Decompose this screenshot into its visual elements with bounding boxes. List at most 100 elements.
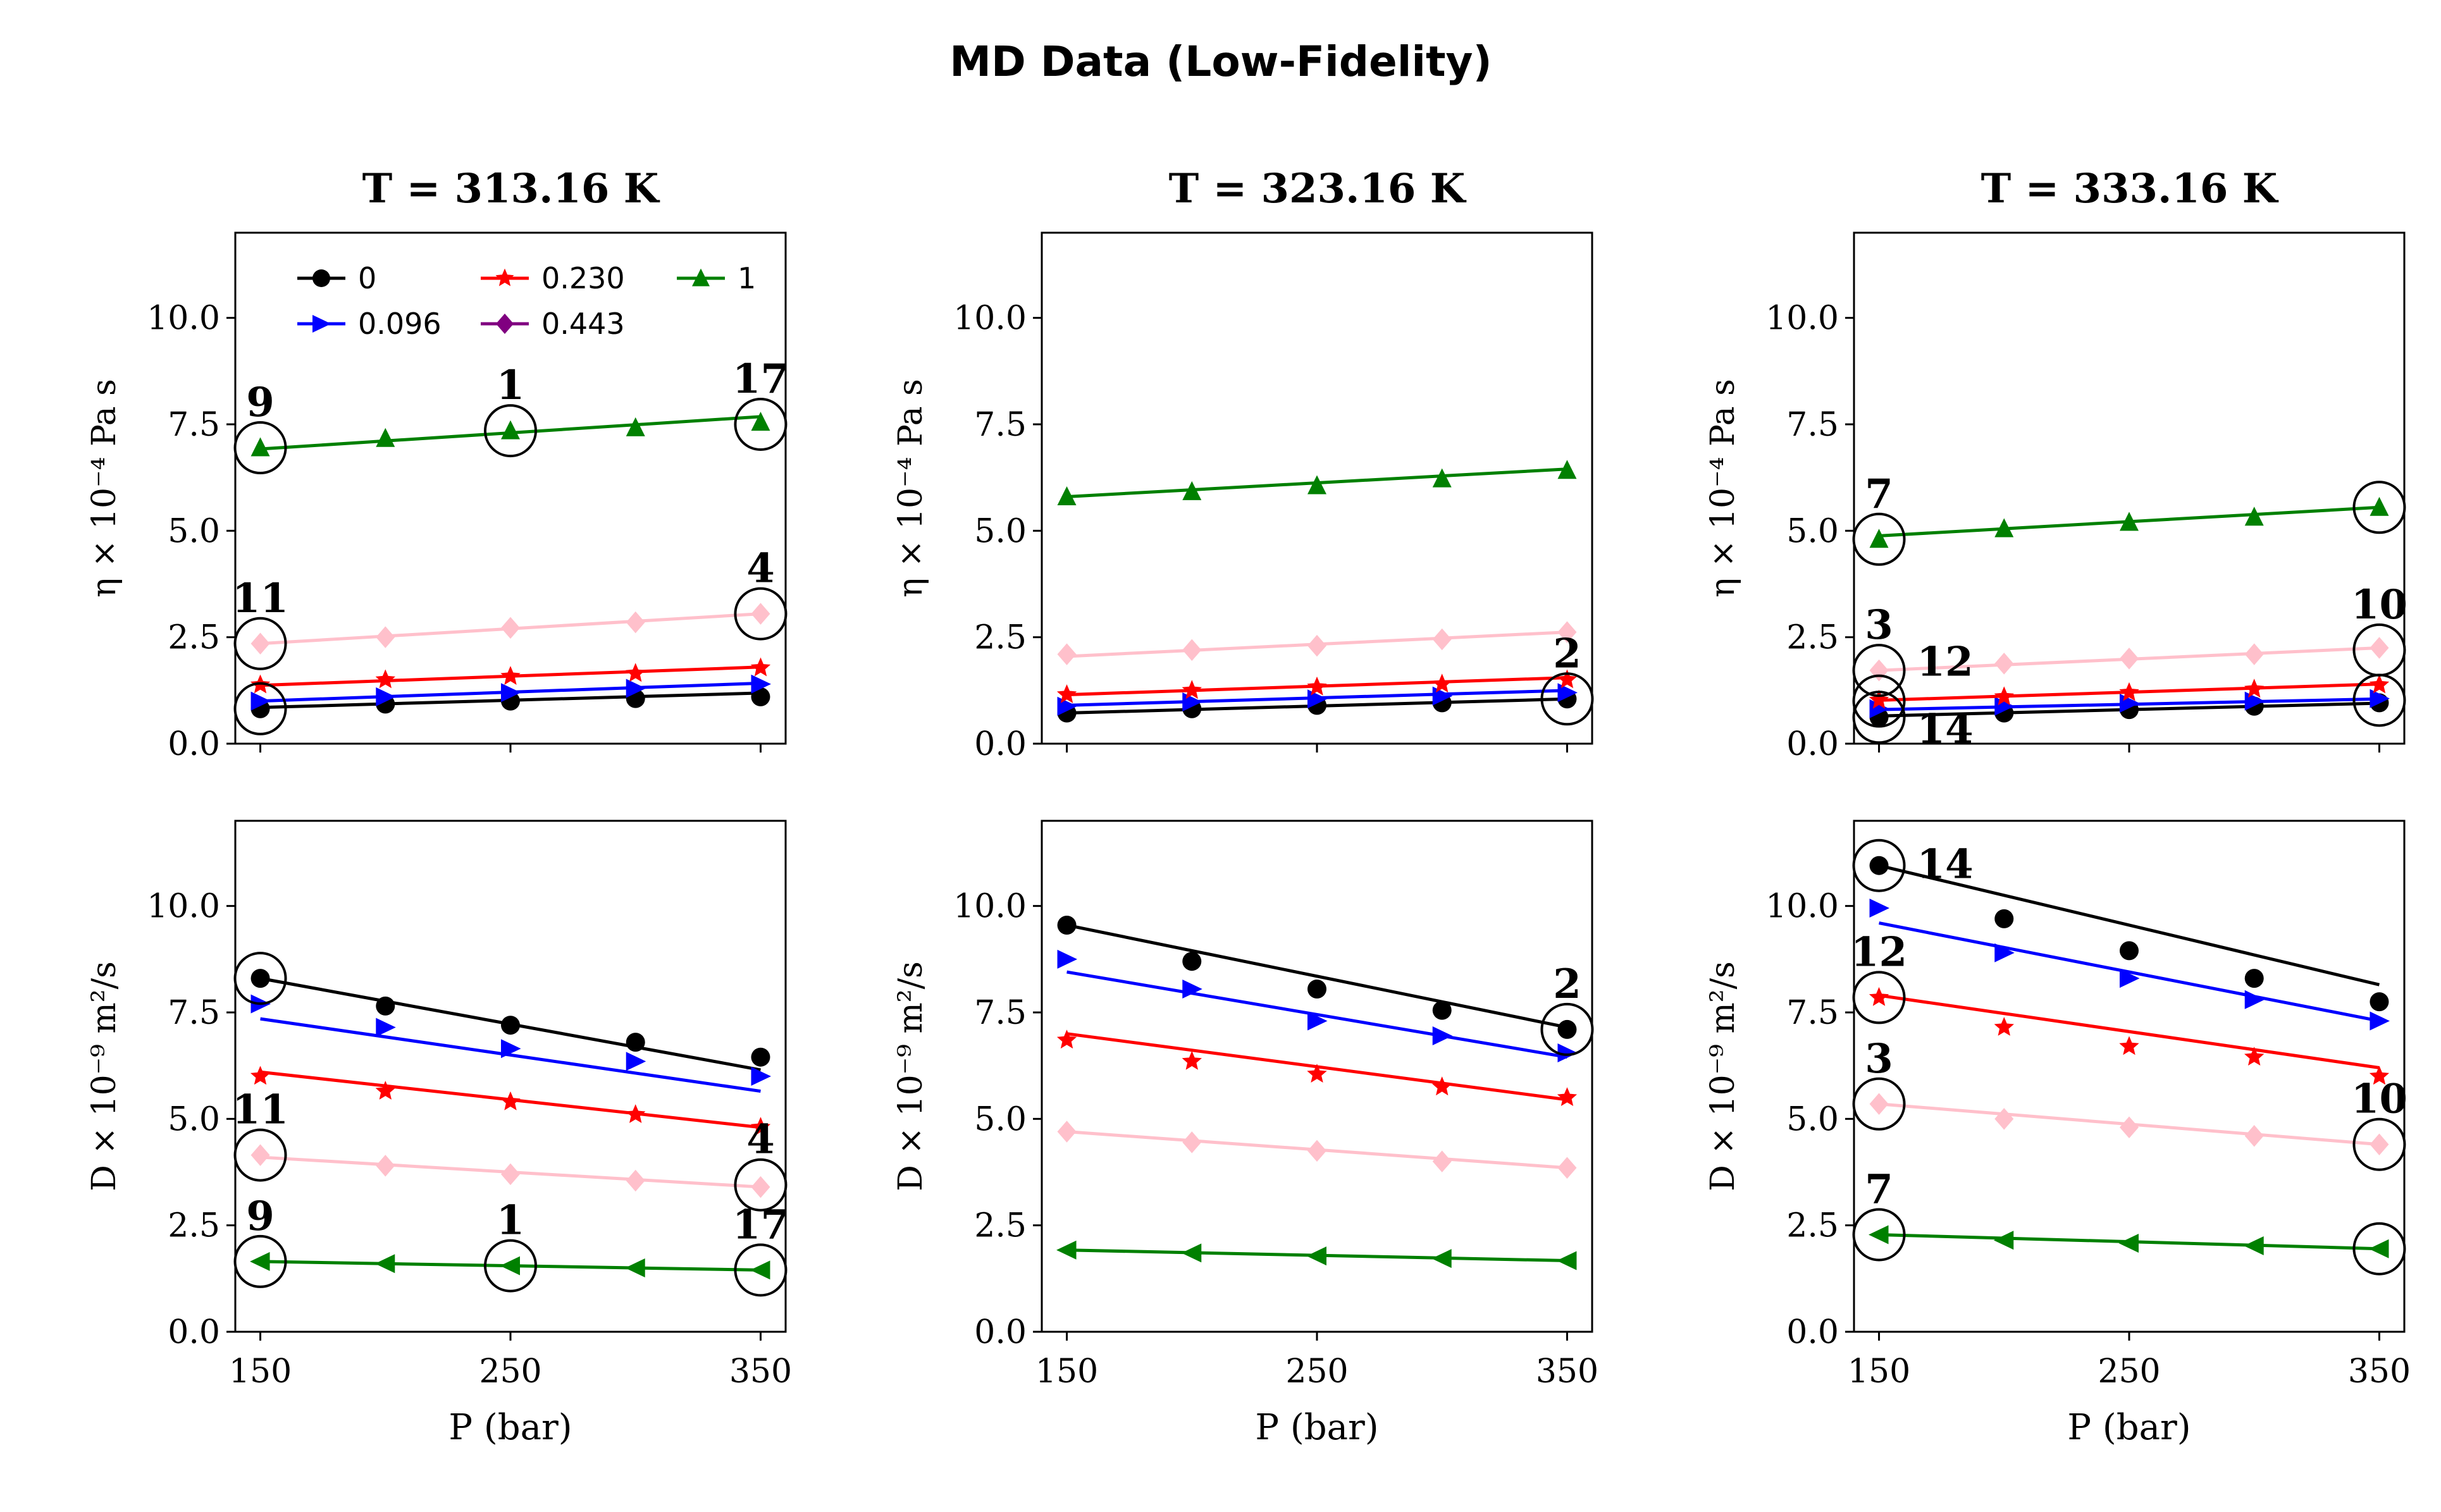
y-tick-label: 0.0: [1786, 1313, 1839, 1351]
data-point-0.230: [626, 663, 646, 682]
data-point-1: [1869, 529, 1889, 548]
data-point-0.230: [1432, 673, 1452, 693]
annotation-label: 10: [2351, 1076, 2407, 1123]
data-point-0: [1307, 979, 1326, 999]
data-point-1: [750, 1260, 770, 1280]
annotation-label: 14: [1917, 705, 1974, 753]
y-tick-label: 10.0: [1765, 300, 1839, 338]
y-axis-label: η × 10⁻⁴ Pa s: [892, 379, 930, 598]
y-axis-label: η × 10⁻⁴ Pa s: [85, 379, 123, 598]
data-point-0: [2244, 969, 2264, 988]
data-point-0.443: [1182, 1131, 1202, 1153]
legend: 0 0.096 0.230 0.443 1: [297, 261, 756, 341]
legend-label: 0.443: [541, 307, 625, 341]
data-point-1: [1994, 518, 2014, 538]
y-axis-label: η × 10⁻⁴ Pa s: [1704, 379, 1742, 598]
series-0.443: [1057, 621, 1577, 665]
data-point-0.230: [1056, 1030, 1077, 1049]
series-0: [1869, 856, 2389, 1012]
data-point-1: [626, 417, 645, 436]
y-tick-label: 2.5: [168, 1207, 220, 1245]
data-point-0.443: [1432, 628, 1452, 651]
data-point-0: [2120, 941, 2139, 961]
annotation-label: 11: [232, 1086, 288, 1134]
legend-label: 0: [358, 261, 376, 295]
data-point-0: [626, 1033, 645, 1052]
data-point-1: [500, 1256, 520, 1275]
x-axis-label: P (bar): [1255, 1407, 1378, 1448]
annotation-label: 4: [746, 545, 775, 593]
data-point-0: [751, 1047, 770, 1067]
data-point-1: [2120, 512, 2139, 531]
panel-title: T = 333.16 K: [1981, 165, 2279, 212]
data-point-0.443: [2120, 1116, 2139, 1139]
data-point-0.443: [1057, 1121, 1077, 1143]
annotation-circle: [233, 952, 287, 1005]
data-point-0.096: [1307, 1011, 1328, 1031]
data-point-0.096: [751, 1067, 771, 1086]
data-point-1: [2244, 1236, 2264, 1255]
data-point-0: [1869, 856, 1889, 875]
annotation-circle: [734, 1158, 788, 1212]
series-0.443: [250, 1144, 770, 1198]
data-point-0.230: [1307, 1064, 1327, 1083]
data-point-1: [501, 420, 520, 439]
annotation-label: 11: [232, 575, 288, 622]
y-tick-label: 5.0: [1786, 1100, 1839, 1138]
series-0.230: [1869, 674, 2390, 709]
data-point-1: [625, 1258, 645, 1277]
series-0: [1057, 915, 1577, 1039]
data-point-0.230: [1869, 689, 1889, 709]
data-point-0.230: [1056, 684, 1077, 703]
data-point-0.443: [376, 626, 395, 648]
series-0.230: [1056, 669, 1578, 703]
axes-frame: [1853, 820, 2406, 1333]
data-point-0: [501, 1016, 520, 1035]
data-point-0.443: [2120, 648, 2139, 670]
data-point-0: [1994, 909, 2014, 928]
y-tick-label: 5.0: [974, 512, 1027, 550]
data-point-0.230: [750, 657, 771, 677]
y-tick-label: 7.5: [168, 994, 220, 1032]
annotation-circle: [233, 1234, 287, 1288]
legend-marker: [312, 315, 331, 333]
annotation-label: 12: [1917, 639, 1974, 686]
series-0.230: [1869, 986, 2390, 1085]
data-point-0.096: [1994, 943, 2015, 962]
y-tick-label: 2.5: [1786, 1207, 1839, 1245]
y-tick-label: 7.5: [974, 406, 1027, 444]
x-axis-label: P (bar): [2067, 1407, 2191, 1448]
panel-diffusion-1: 0.0 2.5 5.0 7.5 10.0 150 250 350 D × 10⁻⁹ m²/s P …: [85, 820, 792, 1448]
panel-title: T = 323.16 K: [1169, 165, 1467, 212]
data-point-0.230: [2369, 1066, 2390, 1085]
fit-line-0: [1066, 923, 1567, 1030]
series-0.230: [250, 657, 771, 694]
panel-diffusion-3: 0.0 2.5 5.0 7.5 10.0 150 250 350 D × 10⁻⁹ m²/s P …: [1704, 820, 2411, 1448]
data-point-1: [2244, 507, 2264, 526]
x-tick-label: 150: [1035, 1353, 1098, 1391]
series-1: [1057, 460, 1577, 505]
data-point-1: [1557, 460, 1577, 479]
data-point-0.443: [501, 617, 520, 639]
annotation-label: 7: [1865, 1165, 1893, 1213]
data-point-0.230: [1307, 676, 1327, 696]
panel-viscosity-2: T = 323.16 K 0.0 2.5 5.0 7.5 10.0 η × 10⁻⁴ Pa …: [892, 165, 1594, 763]
fit-line-0.096: [260, 1017, 761, 1093]
data-point-1: [250, 437, 270, 457]
data-point-1: [2370, 496, 2389, 516]
fit-line-0.096: [1879, 921, 2380, 1023]
fit-line-0.230: [1879, 993, 2380, 1070]
data-point-0.443: [1432, 1150, 1452, 1172]
legend-label: 0.096: [358, 307, 442, 341]
y-tick-label: 2.5: [974, 619, 1027, 657]
annotation-circle: [1852, 512, 1906, 566]
annotation-label: 1: [497, 1197, 525, 1245]
data-point-0.096: [1869, 899, 1890, 918]
data-point-0.443: [1057, 643, 1077, 665]
annotation-circle: [1852, 839, 1906, 892]
data-point-1: [1306, 1246, 1326, 1266]
annotation-circle: [233, 421, 287, 475]
annotation-circle: [734, 398, 788, 451]
series-1: [250, 412, 770, 457]
